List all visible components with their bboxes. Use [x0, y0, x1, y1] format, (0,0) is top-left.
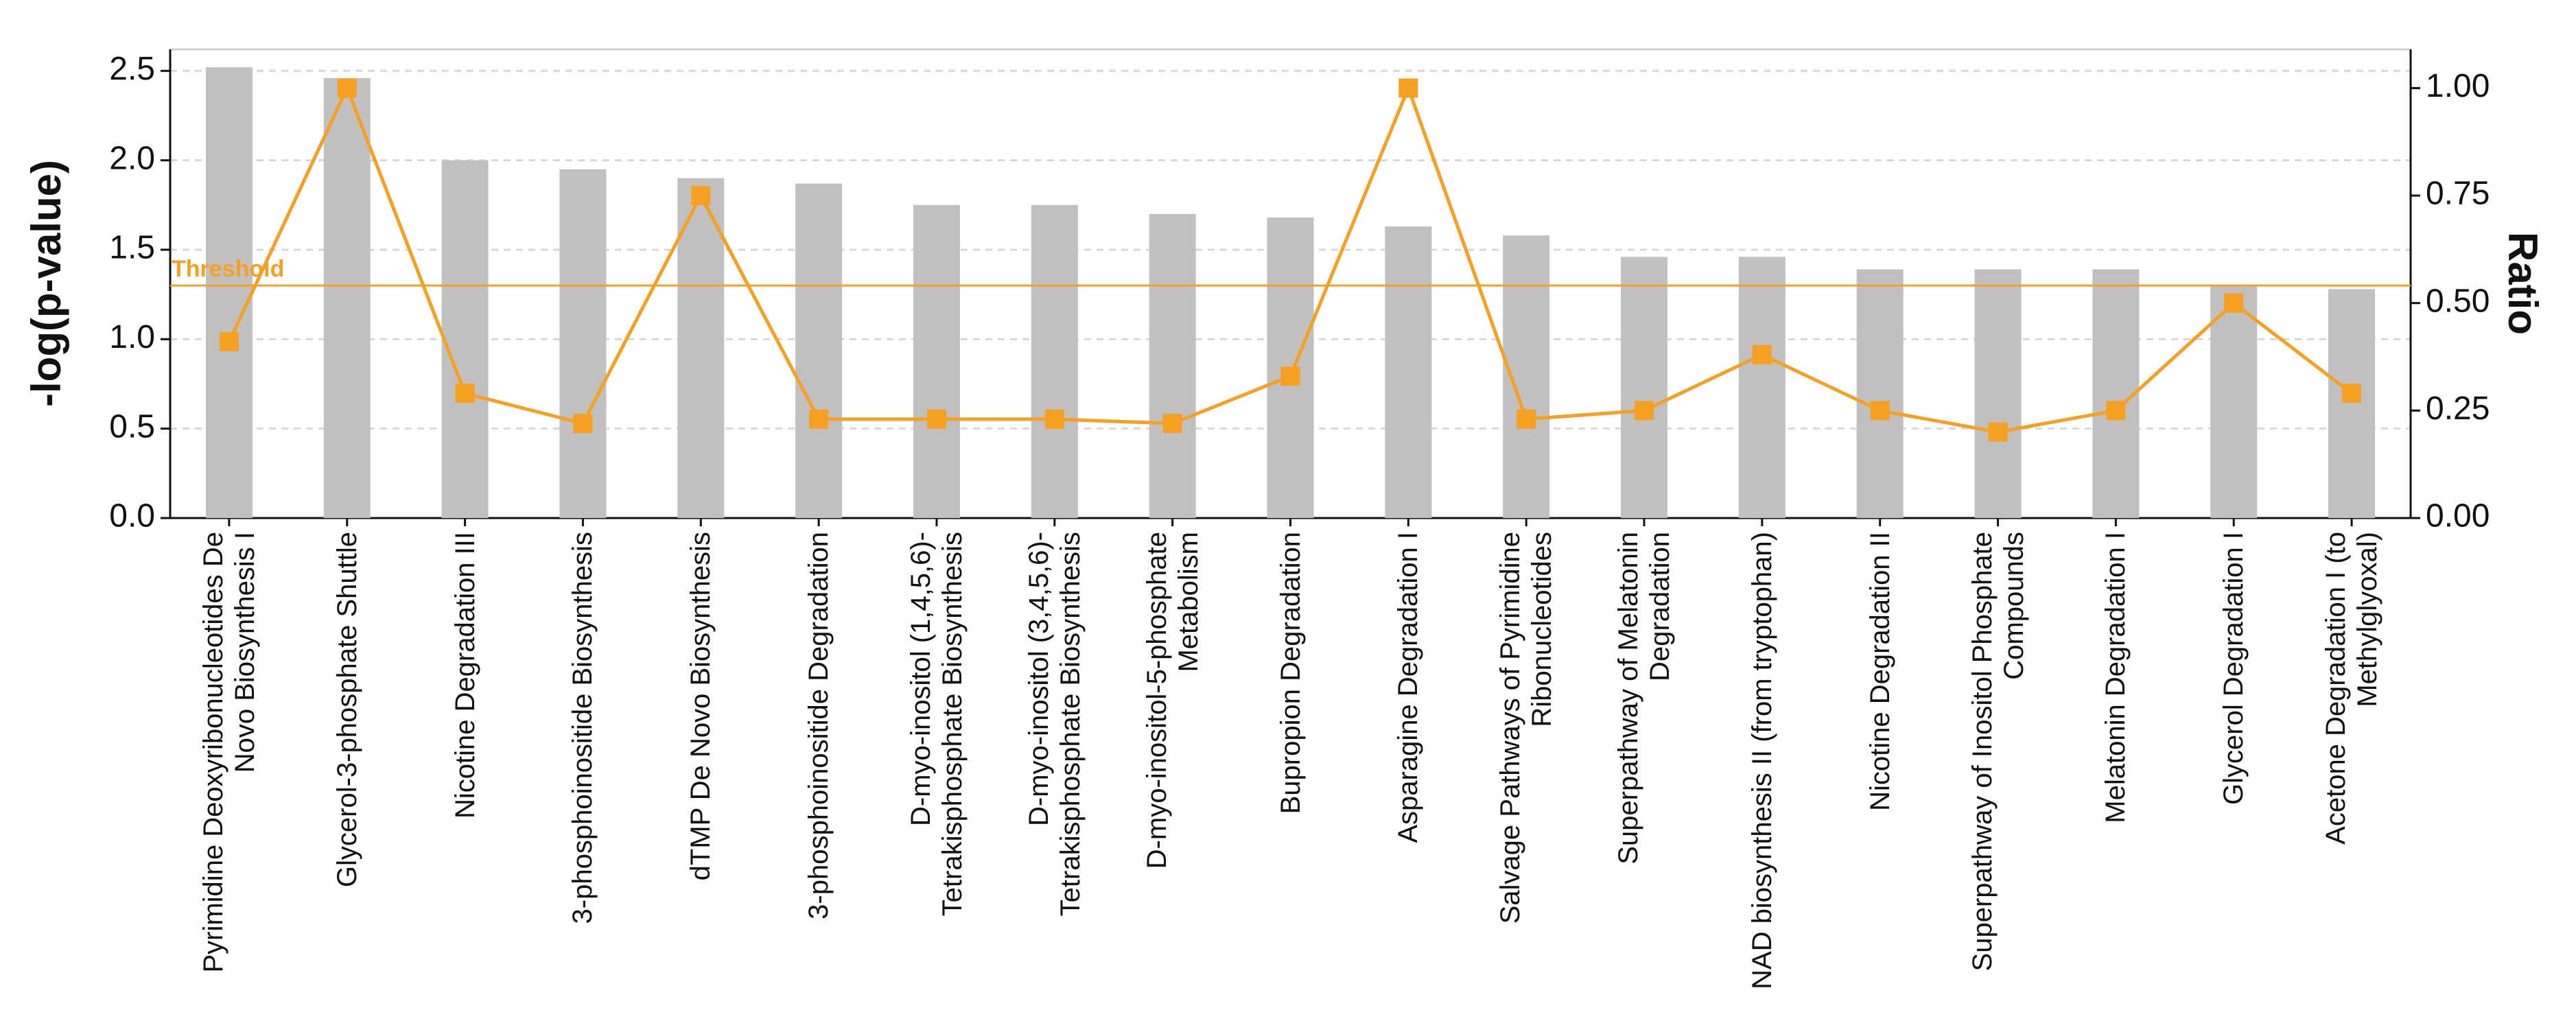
- y-tick-label: 1.5: [109, 230, 155, 266]
- bar: [677, 178, 725, 518]
- ratio-marker: [337, 78, 357, 98]
- y-tick-label: 2.0: [109, 140, 155, 176]
- y-axis-title: -log(p-value): [23, 160, 69, 407]
- ratio-marker: [809, 409, 829, 429]
- x-tick-label: Melatonin Degradation I: [2100, 532, 2131, 823]
- y2-tick-label: 0.25: [2426, 390, 2490, 427]
- bar: [441, 160, 489, 518]
- ratio-marker: [1162, 414, 1182, 434]
- ratio-marker: [219, 332, 239, 352]
- ratio-marker: [926, 409, 946, 429]
- x-tick-label: Acetone Degradation I (to Methylglyoxal): [2321, 532, 2383, 845]
- bar: [323, 78, 371, 519]
- bar: [1385, 226, 1432, 518]
- bar: [1621, 257, 1668, 518]
- bar: [1738, 257, 1785, 518]
- bar: [1974, 269, 2022, 518]
- x-tick-label: Superpathway of Inositol Phosphate Compo…: [1967, 532, 2029, 972]
- bar: [559, 169, 607, 518]
- x-tick-label: D-myo-inositol (3,4,5,6)-Tetrakisphospha…: [1023, 532, 1086, 917]
- x-tick-label: Asparagine Degradation I: [1393, 532, 1424, 843]
- x-tick-label: Nicotine Degradation II: [1864, 532, 1895, 811]
- y-tick-label: 2.5: [109, 51, 155, 87]
- bar: [2210, 285, 2258, 518]
- ratio-marker: [455, 384, 475, 403]
- bar: [1149, 213, 1196, 518]
- x-tick-label: NAD biosynthesis II (from tryptophan): [1746, 532, 1777, 989]
- bar: [1856, 269, 1904, 518]
- bar: [2092, 269, 2140, 518]
- x-tick-label: Glycerol-3-phosphate Shuttle: [331, 532, 362, 888]
- y2-axis-title: Ratio: [2500, 232, 2546, 335]
- y2-tick-label: 0.50: [2426, 283, 2490, 319]
- x-tick-label: Nicotine Degradation III: [449, 532, 480, 819]
- ratio-marker: [1044, 409, 1064, 429]
- ratio-marker: [2342, 384, 2362, 403]
- x-tick-label: dTMP De Novo Biosynthesis: [686, 532, 716, 881]
- y-tick-label: 0.5: [109, 408, 155, 445]
- x-tick-label: D-myo-inositol-5-phosphate Metabolism: [1141, 532, 1204, 869]
- ratio-marker: [2224, 293, 2244, 313]
- ratio-marker: [1988, 422, 2008, 442]
- ratio-marker: [1635, 401, 1654, 421]
- bar: [795, 183, 843, 518]
- x-tick-label: Salvage Pathways of Pyrimidine Ribonucle…: [1495, 532, 1558, 924]
- bar: [1031, 204, 1078, 518]
- ratio-marker: [691, 186, 711, 206]
- ratio-marker: [1870, 401, 1890, 421]
- y-tick-label: 1.0: [109, 319, 155, 355]
- y2-tick-label: 0.75: [2426, 176, 2490, 212]
- ratio-marker: [1398, 78, 1418, 98]
- ratio-marker: [1517, 409, 1536, 429]
- bar: [913, 204, 960, 518]
- ratio-marker: [573, 414, 593, 434]
- y-tick-label: 0.0: [109, 498, 155, 535]
- ratio-marker: [1752, 344, 1772, 364]
- y2-tick-label: 0.00: [2426, 498, 2490, 535]
- x-tick-label: Superpathway of Melatonin Degradation: [1613, 532, 1676, 865]
- ratio-marker: [1280, 366, 1300, 386]
- x-tick-label: Bupropion Degradation: [1275, 532, 1306, 814]
- x-tick-label: D-myo-inositol (1,4,5,6)-Tetrakisphospha…: [905, 532, 968, 917]
- bar: [2328, 289, 2376, 518]
- x-tick-label: 3-phosphoinositide Biosynthesis: [567, 532, 598, 924]
- x-tick-label: Glycerol Degradation I: [2218, 532, 2249, 805]
- bar: [205, 67, 253, 518]
- ratio-marker: [2106, 401, 2126, 421]
- x-tick-label: Pyrimidine Deoxyribonucleotides De Novo …: [198, 532, 260, 973]
- x-tick-label: 3-phosphoinositide Degradation: [804, 532, 834, 919]
- y2-tick-label: 1.00: [2426, 68, 2490, 104]
